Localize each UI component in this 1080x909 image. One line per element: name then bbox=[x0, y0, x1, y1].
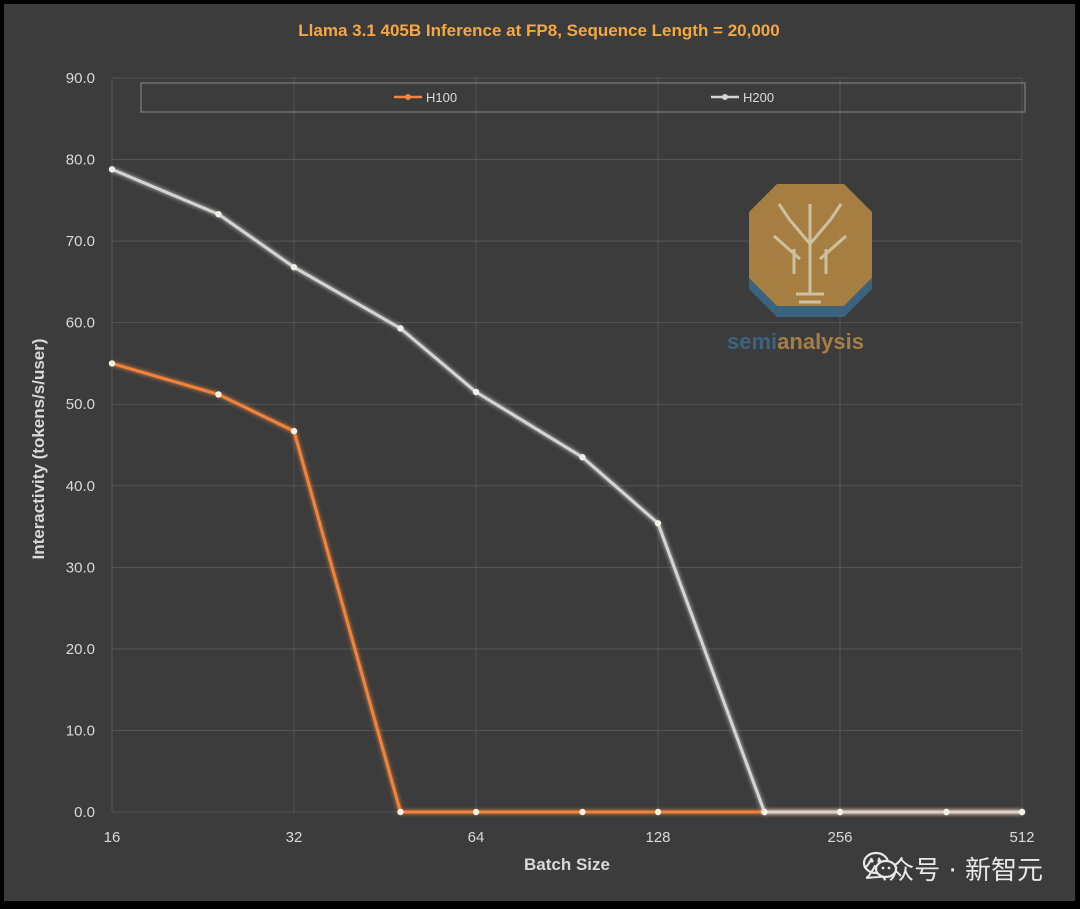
series-line-h200 bbox=[111, 167, 1022, 814]
x-tick-label: 16 bbox=[104, 829, 121, 846]
data-point-h200 bbox=[761, 808, 768, 816]
data-point-h200 bbox=[108, 166, 116, 173]
line-chart: Llama 3.1 405B Inference at FP8, Sequenc… bbox=[29, 21, 1035, 874]
x-tick-label: 512 bbox=[1009, 829, 1034, 846]
data-point-h200 bbox=[290, 264, 298, 271]
data-point-h200 bbox=[472, 388, 480, 396]
y-tick-label: 70.0 bbox=[66, 233, 95, 250]
data-point-h200 bbox=[215, 210, 222, 218]
y-tick-label: 10.0 bbox=[66, 722, 95, 739]
y-tick-label: 90.0 bbox=[66, 70, 95, 87]
legend-label-h200: H200 bbox=[743, 90, 774, 105]
tree-icon bbox=[773, 203, 847, 304]
legend: H100 H200 bbox=[140, 82, 1026, 113]
y-tick-label: 60.0 bbox=[66, 315, 95, 332]
data-point-h100 bbox=[290, 427, 298, 435]
data-point-h200 bbox=[654, 520, 662, 527]
watermark-text: semianalysis bbox=[727, 329, 864, 354]
data-point-h200 bbox=[943, 808, 950, 816]
grid-lines bbox=[111, 77, 1023, 813]
legend-label-h100: H100 bbox=[426, 90, 457, 105]
y-tick-label: 0.0 bbox=[74, 804, 95, 821]
semianalysis-watermark: semianalysis bbox=[727, 184, 872, 354]
data-point-h200 bbox=[579, 454, 586, 461]
x-axis-title: Batch Size bbox=[524, 855, 610, 874]
data-point-h200 bbox=[397, 325, 404, 332]
x-tick-label: 128 bbox=[645, 829, 670, 846]
legend-marker-h100 bbox=[405, 94, 411, 100]
legend-marker-h200 bbox=[722, 94, 728, 100]
data-point-h100 bbox=[472, 808, 480, 816]
y-tick-label: 30.0 bbox=[66, 559, 95, 576]
chart-frame: Llama 3.1 405B Inference at FP8, Sequenc… bbox=[4, 4, 1075, 901]
data-point-h100 bbox=[397, 808, 404, 816]
legend-box bbox=[140, 82, 1026, 113]
series-lines bbox=[108, 166, 1026, 816]
data-point-h200 bbox=[1018, 808, 1026, 816]
wechat-footer: 公众号 · 新智元 bbox=[862, 850, 1043, 887]
series-line-h100 bbox=[111, 362, 1022, 814]
data-point-h100 bbox=[215, 391, 222, 398]
data-point-h100 bbox=[654, 808, 662, 816]
chart-title: Llama 3.1 405B Inference at FP8, Sequenc… bbox=[298, 21, 779, 40]
tree-logo-base bbox=[749, 278, 872, 317]
y-tick-label: 80.0 bbox=[66, 152, 95, 169]
data-point-h100 bbox=[579, 808, 586, 816]
y-axis-ticks: 0.0 10.0 20.0 30.0 40.0 50.0 60.0 70.0 80.0 90.0 bbox=[66, 70, 95, 821]
x-axis-ticks: 16 32 64 128 256 512 bbox=[104, 829, 1035, 846]
y-tick-label: 40.0 bbox=[66, 478, 95, 495]
x-tick-label: 32 bbox=[286, 829, 303, 846]
x-tick-label: 64 bbox=[468, 829, 485, 846]
y-tick-label: 50.0 bbox=[66, 396, 95, 413]
y-tick-label: 20.0 bbox=[66, 641, 95, 658]
data-point-h200 bbox=[836, 808, 844, 816]
data-point-h100 bbox=[108, 360, 116, 367]
x-tick-label: 256 bbox=[827, 829, 852, 846]
wechat-icon bbox=[863, 851, 898, 879]
y-axis-title: Interactivity (tokens/s/user) bbox=[29, 338, 48, 559]
